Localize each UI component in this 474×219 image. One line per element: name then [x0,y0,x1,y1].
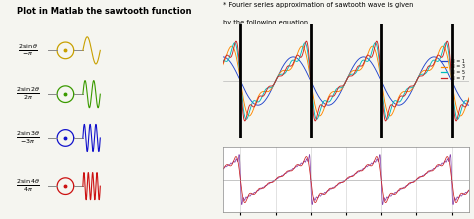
Text: $\frac{2\sin2\theta}{2\pi}$: $\frac{2\sin2\theta}{2\pi}$ [17,86,40,102]
Text: * Fourier series approximation of sawtooth wave is given: * Fourier series approximation of sawtoo… [223,2,413,8]
Text: $\frac{2\sin3\theta}{-3\pi}$: $\frac{2\sin3\theta}{-3\pi}$ [17,130,40,146]
Text: by the following equation: by the following equation [223,20,308,26]
Text: $\frac{2\sin\theta}{-\pi}$: $\frac{2\sin\theta}{-\pi}$ [18,43,38,58]
Text: $\frac{2\sin4\theta}{4\pi}$: $\frac{2\sin4\theta}{4\pi}$ [17,178,40,194]
Legend: N = 1, N = 3, N = 5, N = 7: N = 1, N = 3, N = 5, N = 7 [439,57,467,83]
Text: Plot in Matlab the sawtooth function: Plot in Matlab the sawtooth function [18,7,192,16]
Text: $(2/\pi)\Sigma_{n=1}^{N}(-1)^{n+1}\sin(nx)/n$: $(2/\pi)\Sigma_{n=1}^{N}(-1)^{n+1}\sin(n… [290,35,397,50]
